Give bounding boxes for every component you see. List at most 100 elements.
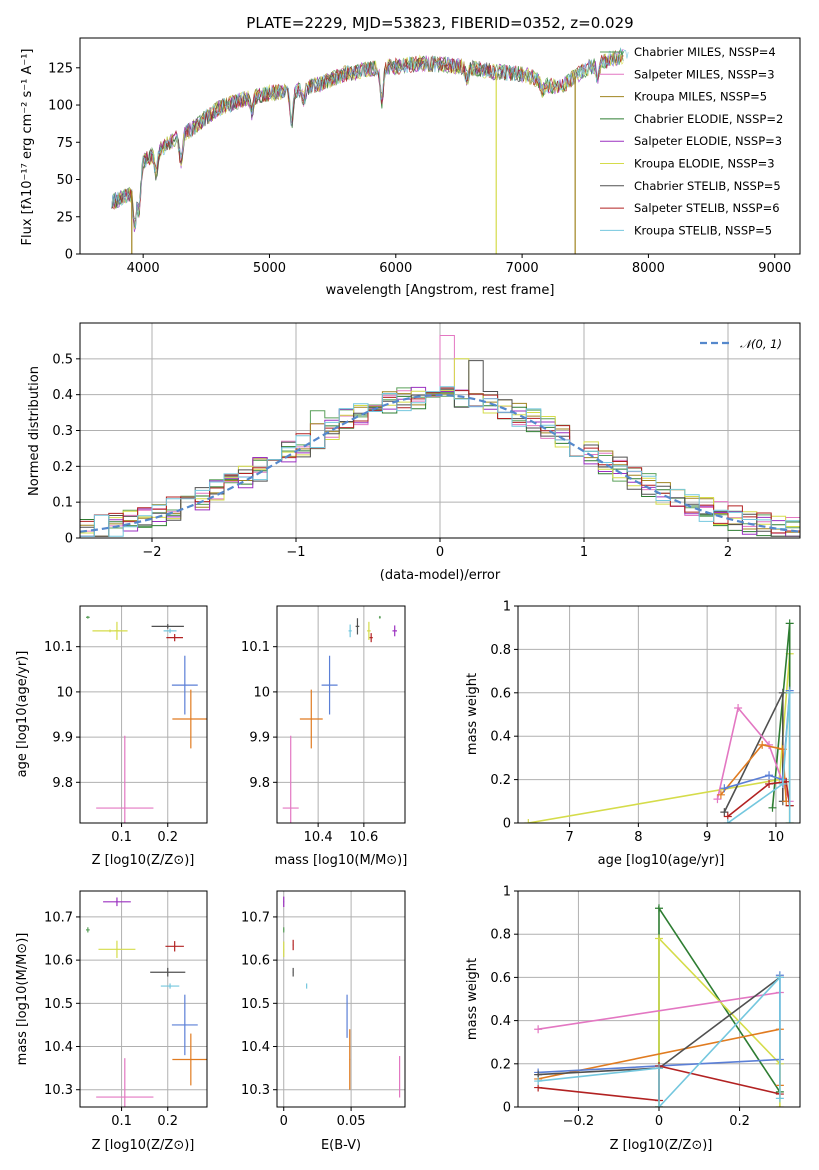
y-tick-label: 25 bbox=[56, 210, 73, 225]
spectrum-line-0 bbox=[111, 50, 624, 230]
weight-marker-7-2 bbox=[785, 688, 794, 697]
x-tick-label: 10.6 bbox=[349, 830, 378, 845]
x-tick-label: 10 bbox=[768, 830, 785, 845]
normal-reference-curve bbox=[80, 393, 800, 533]
weight-line-4 bbox=[720, 744, 787, 802]
legend-label: Chabrier STELIB, NSSP=5 bbox=[634, 179, 781, 193]
x-tick-label: 0.2 bbox=[157, 830, 178, 845]
spectrum-line-8 bbox=[111, 47, 629, 229]
x-tick-label: 0 bbox=[436, 545, 444, 560]
y-tick-label: 10.6 bbox=[241, 954, 270, 969]
y-tick-label: 10.7 bbox=[241, 910, 270, 925]
weight-line-7 bbox=[538, 975, 781, 1107]
mass-z-xlabel: Z [log10(Z/Z⊙)] bbox=[92, 1138, 195, 1153]
y-tick-label: 9.9 bbox=[52, 731, 73, 746]
axes-frame bbox=[79, 322, 801, 539]
plot-area bbox=[283, 896, 401, 1098]
y-tick-label: 9.8 bbox=[249, 776, 270, 791]
x-tick-label: 0.2 bbox=[729, 1114, 750, 1129]
axes-frame bbox=[79, 37, 801, 255]
x-tick-label: 8000 bbox=[632, 261, 665, 276]
weight-marker-3-1 bbox=[734, 703, 743, 712]
y-tick-label: 50 bbox=[56, 173, 73, 188]
x-tick-label: 7000 bbox=[506, 261, 539, 276]
weight-marker-1-1 bbox=[785, 619, 794, 628]
x-tick-label: 0.05 bbox=[337, 1114, 366, 1129]
age-vs-z-panel: Z [log10(Z/Z⊙)] age [log10(age/yr)] 0.1 0… bbox=[15, 605, 208, 868]
weight-marker-0-1 bbox=[655, 904, 663, 913]
x-tick-label: 0.1 bbox=[111, 1114, 132, 1129]
weight-line-6 bbox=[727, 780, 791, 818]
x-tick-label: 2 bbox=[724, 545, 732, 560]
mass-vs-z-panel: Z [log10(Z/Z⊙)] mass [log10(M/M⊙)] 0.1 0.… bbox=[15, 890, 208, 1153]
weight-marker-2-0 bbox=[534, 1025, 543, 1034]
axes-frame bbox=[276, 890, 406, 1108]
weight-marker-7-0 bbox=[534, 1077, 543, 1086]
x-tick-label: 9 bbox=[703, 830, 711, 845]
legend-label: Salpeter MILES, NSSP=3 bbox=[634, 67, 775, 81]
y-tick-label: 0 bbox=[65, 532, 73, 547]
y-tick-label: 0.2 bbox=[52, 460, 73, 475]
weight-line-3 bbox=[716, 706, 791, 802]
weight-marker-3-0 bbox=[713, 795, 722, 804]
axes-frame bbox=[79, 890, 208, 1108]
x-tick-label: 5000 bbox=[253, 261, 286, 276]
mass-ebv-xlabel: E(B-V) bbox=[321, 1138, 361, 1153]
axes-frame bbox=[517, 890, 801, 1108]
x-tick-label: 0 bbox=[280, 1114, 288, 1129]
y-tick-label: 10.7 bbox=[44, 910, 73, 925]
y-tick-label: 125 bbox=[48, 61, 73, 76]
y-tick-label: 0.1 bbox=[52, 496, 73, 511]
y-tick-label: 10 bbox=[253, 685, 270, 700]
y-tick-label: 10.3 bbox=[241, 1083, 270, 1098]
legend-label: 𝒩(0, 1) bbox=[740, 337, 782, 351]
y-tick-label: 1 bbox=[503, 885, 511, 900]
spectrum-xlabel: wavelength [Angstrom, rest frame] bbox=[326, 283, 555, 298]
legend-label: Kroupa STELIB, NSSP=5 bbox=[634, 223, 772, 237]
weight-marker-1-0 bbox=[768, 803, 777, 812]
plot-area bbox=[534, 904, 784, 1107]
plot-area bbox=[524, 619, 794, 823]
weight-marker-7-1 bbox=[655, 1064, 663, 1073]
y-tick-label: 10.6 bbox=[44, 954, 73, 969]
x-tick-label: −0.2 bbox=[563, 1114, 595, 1129]
weight-marker-4-1 bbox=[758, 740, 767, 749]
weight-marker-7-4 bbox=[775, 1094, 784, 1103]
weight-line-7 bbox=[727, 692, 791, 823]
y-tick-label: 10.5 bbox=[241, 997, 270, 1012]
x-tick-label: −2 bbox=[142, 545, 161, 560]
y-tick-label: 0.4 bbox=[52, 388, 73, 403]
weight-marker-0-0 bbox=[524, 819, 533, 823]
x-tick-label: 7 bbox=[565, 830, 573, 845]
y-tick-label: 0.2 bbox=[490, 1057, 511, 1072]
weight-marker-7-2 bbox=[655, 1103, 663, 1107]
y-tick-label: 0.5 bbox=[52, 352, 73, 367]
spectrum-line-7 bbox=[111, 50, 624, 224]
x-tick-label: 9000 bbox=[758, 261, 791, 276]
mass-z-ylabel: mass [log10(M/M⊙)] bbox=[15, 933, 30, 1066]
x-tick-label: 1 bbox=[580, 545, 588, 560]
x-tick-label: 10.4 bbox=[304, 830, 333, 845]
weight-z-ylabel: mass weight bbox=[465, 958, 480, 1040]
spectrum-title: PLATE=2229, MJD=53823, FIBERID=0352, z=0… bbox=[246, 14, 633, 32]
y-tick-label: 10.1 bbox=[44, 640, 73, 655]
legend-label: Salpeter STELIB, NSSP=6 bbox=[634, 201, 780, 215]
age-z-ylabel: age [log10(age/yr)] bbox=[15, 651, 30, 778]
spectrum-line-5 bbox=[111, 52, 624, 229]
weight-marker-7-3 bbox=[785, 819, 794, 823]
x-tick-label: 0 bbox=[655, 1114, 663, 1129]
weight-age-xlabel: age [log10(age/yr)] bbox=[598, 853, 725, 868]
weight-marker-7-1 bbox=[778, 779, 787, 788]
y-tick-label: 0.8 bbox=[490, 643, 511, 658]
y-tick-label: 0.2 bbox=[490, 773, 511, 788]
legend-label: Salpeter ELODIE, NSSP=3 bbox=[634, 134, 782, 148]
x-tick-label: 0.1 bbox=[111, 830, 132, 845]
weight-marker-2-0 bbox=[720, 808, 729, 817]
plot-area bbox=[111, 47, 629, 254]
y-tick-label: 0 bbox=[65, 248, 73, 263]
age-vs-mass-panel: mass [log10(M/M⊙)] 10.4 10.6 9.8 9.9 10 10.1 bbox=[241, 605, 407, 868]
weight-marker-5-1 bbox=[765, 771, 774, 780]
weight-marker-2-1 bbox=[778, 688, 787, 697]
y-tick-label: 10.4 bbox=[241, 1040, 270, 1055]
